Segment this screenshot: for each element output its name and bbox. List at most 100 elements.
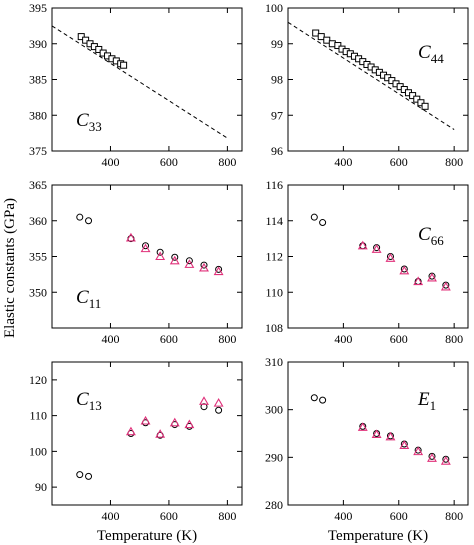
x-tick-label-c13-1: 600 [160, 509, 178, 523]
y-tick-label-c11-1: 355 [29, 250, 47, 264]
circle-point-c11-4 [156, 248, 164, 256]
square-point-c44-4 [334, 42, 342, 50]
triangle-point-c11-2 [155, 251, 166, 261]
panel-frame-e1 [287, 361, 469, 506]
circle-point-c13-0 [76, 471, 84, 479]
panel-frame-c44 [287, 7, 469, 152]
x-tick-label-c33-1: 600 [160, 155, 178, 169]
x-axis-title-c13: Temperature (K) [97, 528, 197, 544]
triangle-point-c11-5 [199, 262, 209, 272]
circle-point-c11-5 [171, 253, 179, 261]
triangle-point-e1-3 [399, 440, 410, 449]
y-tick-label-c33-3: 390 [29, 37, 47, 51]
fit-line-c44 [288, 21, 455, 130]
triangle-point-c13-2 [155, 429, 166, 438]
data-layer-c13 [76, 396, 224, 480]
circle-point-c11-3 [142, 242, 150, 250]
y-tick-label-c44-0: 96 [271, 144, 283, 158]
x-tick-label-c66-0: 400 [334, 332, 352, 346]
panel-label-c13: C13 [76, 389, 102, 413]
data-layer-c44 [288, 21, 455, 130]
triangle-point-c66-2 [385, 253, 396, 262]
square-point-c44-0 [312, 29, 320, 37]
triangle-point-c11-3 [169, 255, 180, 265]
circle-point-c11-1 [85, 217, 93, 225]
square-point-c44-1 [317, 33, 325, 41]
y-tick-label-c13-0: 90 [35, 480, 47, 494]
x-tick-label-c44-0: 400 [334, 155, 352, 169]
square-point-c44-23 [413, 95, 421, 103]
y-tick-label-c11-3: 365 [29, 178, 47, 192]
x-axis-title-e1: Temperature (K) [328, 528, 428, 544]
y-tick-label-c66-0: 108 [265, 321, 283, 335]
y-tick-label-e1-0: 280 [265, 498, 283, 512]
triangle-point-c13-6 [213, 398, 224, 407]
x-tick-label-c13-0: 400 [101, 509, 119, 523]
y-tick-label-c44-4: 100 [265, 1, 283, 15]
y-tick-label-c66-2: 112 [265, 250, 283, 264]
square-point-c33-0 [77, 33, 85, 41]
triangle-point-c66-4 [413, 276, 424, 286]
square-point-c44-24 [417, 99, 425, 107]
panel-label-c66: C66 [418, 224, 444, 248]
triangle-point-c66-5 [427, 272, 437, 282]
panel-frame-c66 [287, 184, 469, 329]
y-tick-label-c33-1: 380 [29, 108, 47, 122]
y-tick-label-c33-0: 375 [29, 144, 47, 158]
circle-point-c13-1 [85, 472, 93, 480]
panel-c33: 400 600 800 375 380 385 390 395 C33 [29, 1, 243, 169]
y-tick-label-c66-4: 116 [265, 178, 283, 192]
circle-point-c66-0 [310, 213, 318, 221]
x-tick-label-c33-0: 400 [101, 155, 119, 169]
triangle-point-c13-1 [140, 415, 151, 425]
x-tick-label-e1-0: 400 [334, 509, 352, 523]
y-tick-label-c13-2: 110 [29, 409, 47, 423]
circle-point-c11-8 [215, 265, 223, 273]
panel-label-e1: E1 [417, 389, 436, 413]
global-y-axis-title: Elastic constants (GPa) [2, 198, 18, 338]
y-tick-label-c11-2: 360 [29, 214, 47, 228]
triangle-point-c13-4 [184, 419, 195, 429]
data-layer-e1 [310, 394, 451, 465]
square-point-c33-1 [82, 36, 90, 44]
square-point-c44-2 [323, 36, 331, 44]
y-tick-label-c33-4: 395 [29, 1, 47, 15]
triangle-point-c13-5 [199, 396, 209, 405]
y-tick-label-c44-2: 98 [271, 73, 283, 87]
triangle-point-e1-6 [440, 456, 451, 465]
triangle-point-c11-6 [213, 266, 224, 276]
panel-c44: 400 600 800 96 97 98 99 100 C44 [265, 1, 469, 169]
y-tick-label-c11-0: 350 [29, 285, 47, 299]
y-tick-label-c13-3: 120 [29, 373, 47, 387]
triangle-point-c66-6 [440, 281, 451, 291]
circle-point-c66-1 [319, 219, 327, 227]
y-tick-label-c66-1: 110 [265, 285, 283, 299]
x-tick-label-e1-1: 600 [390, 509, 408, 523]
data-layer-c33 [52, 25, 228, 139]
circle-point-c11-7 [200, 261, 208, 269]
x-tick-label-c11-0: 400 [101, 332, 119, 346]
y-tick-label-c33-2: 385 [29, 73, 47, 87]
circle-point-c11-0 [76, 213, 84, 221]
panel-c66: 400 600 800 108 110 112 114 116 C66 [265, 178, 469, 346]
x-tick-label-e1-2: 800 [445, 509, 463, 523]
triangle-point-c11-4 [184, 259, 195, 268]
triangle-point-e1-0 [357, 422, 368, 431]
y-tick-label-e1-3: 310 [265, 355, 283, 369]
x-tick-label-c11-1: 600 [160, 332, 178, 346]
triangle-point-c11-0 [125, 232, 136, 242]
x-tick-label-c44-2: 800 [445, 155, 463, 169]
panel-frame-c13 [51, 361, 243, 506]
x-tick-label-c66-1: 600 [390, 332, 408, 346]
triangle-point-c11-1 [140, 243, 151, 253]
triangle-point-c66-1 [371, 244, 382, 253]
circle-point-c11-6 [185, 257, 193, 265]
panel-e1: 400 600 800 280 290 300 310 Temperature (K) E1 [265, 355, 469, 544]
triangle-point-e1-5 [427, 453, 437, 462]
y-tick-label-c13-1: 100 [29, 444, 47, 458]
circle-point-c13-8 [215, 406, 223, 414]
square-point-c33-10 [120, 61, 128, 69]
triangle-point-c66-3 [399, 265, 410, 275]
panel-label-c44: C44 [418, 42, 444, 66]
y-tick-label-c44-1: 97 [271, 108, 283, 122]
